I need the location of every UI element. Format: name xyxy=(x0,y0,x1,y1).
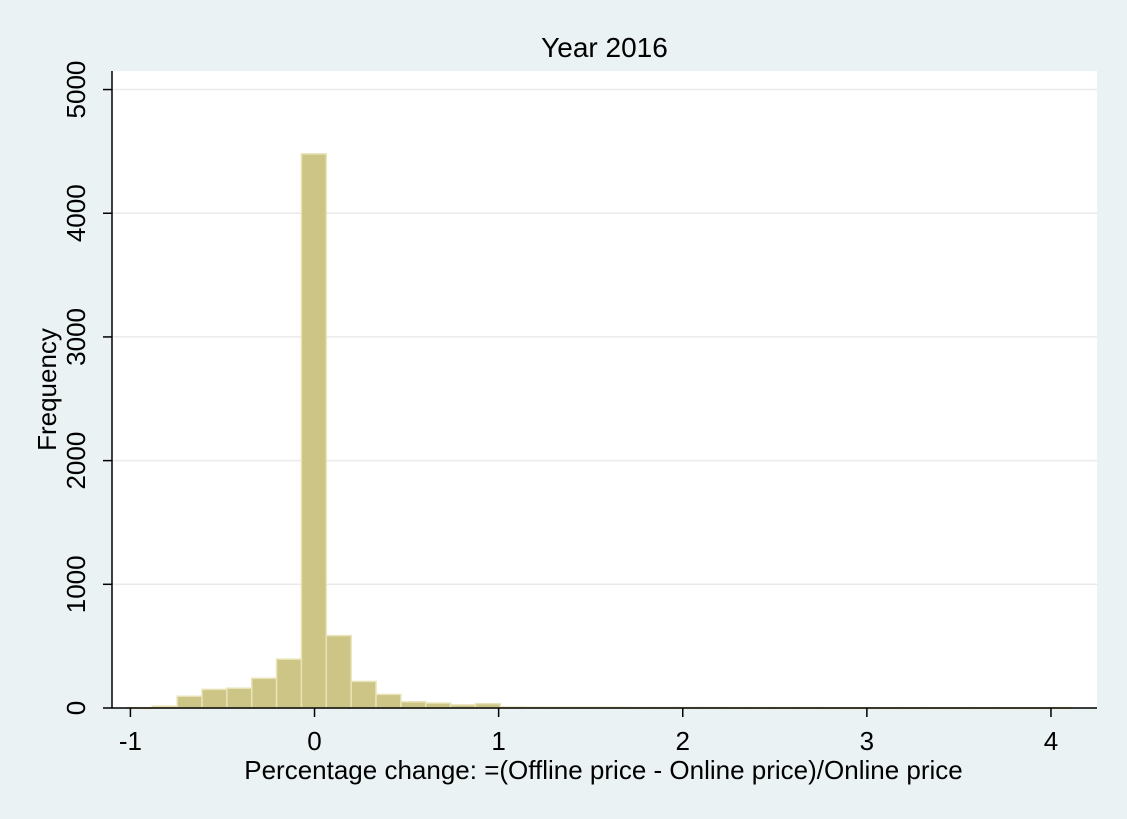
histogram-bar xyxy=(300,153,328,709)
histogram-bar xyxy=(325,634,352,709)
y-tick-label: 1000 xyxy=(61,555,91,613)
y-tick-label: 3000 xyxy=(61,308,91,366)
y-tick-label: 0 xyxy=(61,701,91,715)
histogram-bar xyxy=(350,680,377,709)
x-tick-label: -1 xyxy=(119,726,142,756)
histogram-bar xyxy=(400,701,427,709)
y-tick-label: 2000 xyxy=(61,432,91,490)
x-tick-label: 0 xyxy=(307,726,321,756)
histogram-bar xyxy=(275,658,303,709)
y-tick-label: 5000 xyxy=(61,61,91,119)
gridlines xyxy=(112,88,1097,586)
plot-area xyxy=(112,71,1097,708)
histogram-bar xyxy=(176,695,203,709)
y-tick-label: 4000 xyxy=(61,184,91,242)
x-tick-label: 3 xyxy=(860,726,874,756)
histogram-bar xyxy=(250,677,278,709)
x-tick-label: 4 xyxy=(1044,726,1058,756)
y-axis-title: Frequency xyxy=(32,328,62,451)
histogram-bar xyxy=(226,687,253,709)
chart-title: Year 2016 xyxy=(541,32,668,63)
x-tick-label: 2 xyxy=(676,726,690,756)
histogram-bar xyxy=(201,688,228,709)
x-tick-label: 1 xyxy=(491,726,505,756)
axes: 0 1000 2000 3000 4000 5000 -1 0 1 2 3 4 xyxy=(61,61,1097,756)
x-axis-title: Percentage change: =(Offline price - Onl… xyxy=(244,755,963,785)
histogram-bar xyxy=(375,693,402,709)
